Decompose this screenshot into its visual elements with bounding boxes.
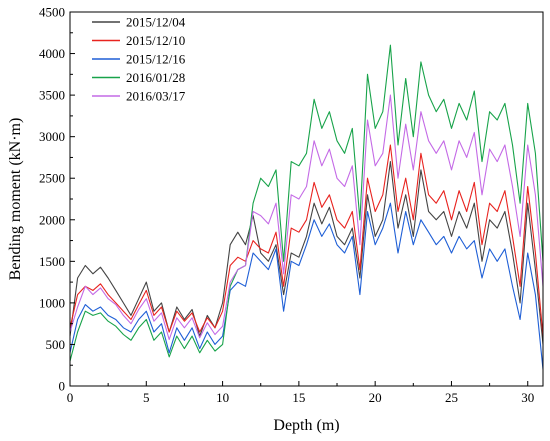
series-line-5	[69, 94, 544, 341]
y-tick-label: 1000	[39, 295, 65, 310]
x-tick-label: 5	[143, 390, 150, 405]
series-line-3	[69, 202, 544, 370]
y-tick-label: 2000	[39, 212, 65, 227]
legend-label-5: 2016/03/17	[126, 89, 186, 104]
y-axis-title: Bending moment (kN·m)	[7, 118, 24, 281]
y-axis: 0 500 1000 1500 2000 2500 3000 3500 4000 4500	[39, 5, 75, 394]
y-tick-label: 500	[46, 337, 66, 352]
x-tick-label: 30	[521, 390, 534, 405]
y-tick-label: 1500	[39, 254, 65, 269]
series-line-2	[69, 144, 544, 337]
legend-label-2: 2015/12/10	[126, 33, 185, 48]
y-tick-label: 4500	[39, 5, 65, 20]
x-axis-title: Depth (m)	[273, 417, 339, 434]
legend-label-4: 2016/01/28	[126, 70, 185, 85]
y-tick-label: 4000	[39, 46, 65, 61]
y-tick-label: 0	[59, 379, 66, 394]
y-tick-label: 3000	[39, 129, 65, 144]
legend-label-1: 2015/12/04	[126, 15, 186, 30]
series-line-4	[69, 44, 544, 362]
y-tick-label: 3500	[39, 88, 65, 103]
x-tick-label: 20	[369, 390, 382, 405]
x-tick-label: 0	[67, 390, 74, 405]
plot-frame	[69, 11, 544, 387]
x-tick-label: 25	[445, 390, 458, 405]
series-layer	[69, 44, 544, 370]
y-tick-label: 2500	[39, 171, 65, 186]
legend: 2015/12/04 2015/12/10 2015/12/16 2016/01/28…	[92, 15, 186, 104]
x-axis: 0 5 10 15 20 25 30	[67, 381, 534, 405]
x-tick-label: 10	[216, 390, 229, 405]
x-tick-label: 15	[292, 390, 305, 405]
legend-label-3: 2015/12/16	[126, 52, 186, 67]
series-line-1	[69, 161, 544, 345]
